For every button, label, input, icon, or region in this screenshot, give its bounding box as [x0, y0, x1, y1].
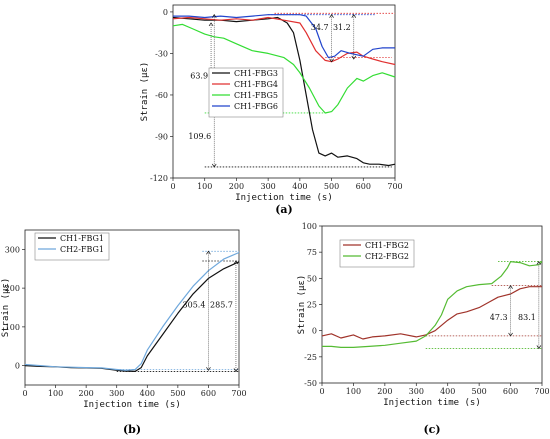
- y-tick-label: 50: [307, 274, 317, 283]
- arrowhead: [233, 260, 239, 265]
- series-line-ch1-fbg5: [172, 23, 396, 114]
- panel-caption: (c): [423, 423, 440, 436]
- x-tick-label: 600: [201, 389, 216, 398]
- annotation-label: 83.1: [518, 313, 536, 322]
- y-axis-label: Strain (με): [297, 275, 307, 335]
- arrowhead: [211, 14, 217, 18]
- y-tick-label: 25: [307, 301, 317, 310]
- x-axis-label: Injection time (s): [383, 398, 481, 408]
- x-tick-label: 500: [170, 389, 185, 398]
- legend-box: [208, 67, 284, 118]
- annotation-label: 109.6: [188, 132, 211, 141]
- chart-c: 0 100 200 300 400 500 600 700 -50 -25 0 25 50 75 100 In…: [297, 222, 550, 436]
- x-tick-label: 600: [356, 182, 371, 191]
- y-tick-label: 100: [5, 323, 20, 332]
- x-tick-label: 300: [409, 387, 424, 396]
- chart-b: 0 100 200 300 400 500 600 700 0 100 200 300 Injectio…: [1, 229, 247, 436]
- x-tick-label: 400: [440, 387, 455, 396]
- y-tick-label: -120: [150, 174, 168, 183]
- series-line-ch1-fbg1: [24, 261, 240, 372]
- y-axis-label: Strain (με): [140, 62, 150, 122]
- legend-label: CH1-FBG5: [234, 91, 278, 100]
- y-tick-label: -25: [304, 353, 317, 362]
- arrowhead: [351, 55, 357, 60]
- y-tick-label: 75: [307, 248, 317, 257]
- x-tick-label: 700: [387, 182, 402, 191]
- arrowhead: [206, 367, 211, 371]
- x-tick-label: 700: [231, 389, 246, 398]
- y-tick-label: 0: [312, 327, 317, 336]
- y-axis-label: Strain (με): [1, 278, 11, 338]
- arrowhead: [536, 260, 542, 265]
- arrowhead: [211, 163, 217, 168]
- plot-frame: [172, 4, 396, 179]
- legend-label: CH2-FBG2: [365, 252, 409, 261]
- x-tick-label: 200: [229, 182, 244, 191]
- y-tick-label: 100: [302, 222, 317, 231]
- series-line-ch2-fbg2: [322, 261, 543, 348]
- legend-label: CH1-FBG3: [234, 69, 278, 78]
- x-tick-label: 200: [377, 387, 392, 396]
- x-tick-label: 700: [534, 387, 549, 396]
- arrowhead: [536, 345, 542, 350]
- arrowhead: [208, 22, 214, 27]
- x-tick-label: 600: [503, 387, 518, 396]
- arrowhead: [508, 332, 513, 337]
- chart-a: 0 100 200 300 400 500 600 700 0 -30 -60 -90 -120 Inje…: [140, 4, 403, 216]
- series-line-ch1-fbg6: [173, 14, 395, 59]
- x-axis-label: Injection time (s): [235, 193, 333, 203]
- plot-frame: [24, 229, 240, 386]
- x-tick-label: 100: [48, 389, 63, 398]
- x-tick-label: 400: [292, 182, 307, 191]
- arrowhead: [508, 285, 513, 289]
- arrowhead: [329, 14, 334, 18]
- annotation-label: 285.7: [210, 301, 233, 310]
- y-tick-label: 300: [5, 245, 20, 254]
- series-line-ch1-fbg3: [172, 16, 396, 167]
- x-tick-label: 400: [140, 389, 155, 398]
- x-tick-label: 100: [197, 182, 212, 191]
- arrowhead: [206, 250, 211, 255]
- x-tick-label: 0: [170, 182, 175, 191]
- arrowhead: [233, 368, 239, 373]
- series-line-ch2-fbg1: [24, 251, 240, 371]
- panel-caption: (a): [275, 203, 293, 216]
- x-tick-label: 500: [324, 182, 339, 191]
- x-tick-label: 300: [109, 389, 124, 398]
- x-tick-label: 500: [472, 387, 487, 396]
- y-tick-label: -90: [155, 132, 168, 141]
- arrowhead: [351, 14, 357, 18]
- x-tick-label: 0: [319, 387, 324, 396]
- legend-label: CH1-FBG6: [234, 102, 278, 111]
- arrowhead: [329, 58, 334, 63]
- annotation-label: 31.2: [333, 23, 351, 32]
- legend-label: CH1-FBG2: [365, 241, 409, 250]
- legend-label: CH1-FBG4: [234, 80, 278, 89]
- y-tick-label: 0: [163, 8, 168, 17]
- y-tick-label: -60: [155, 91, 168, 100]
- annotation-label: 47.3: [490, 313, 508, 322]
- annotation-label: 34.7: [311, 23, 329, 32]
- annotation-label: 305.4: [183, 301, 206, 310]
- y-tick-label: 0: [15, 362, 20, 371]
- x-tick-label: 200: [79, 389, 94, 398]
- y-tick-label: 200: [5, 284, 20, 293]
- annotation-label: 63.9: [190, 71, 208, 80]
- legend-label: CH1-FBG1: [60, 234, 104, 243]
- x-tick-label: 300: [261, 182, 276, 191]
- legend-label: CH2-FBG1: [60, 245, 104, 254]
- y-tick-label: -30: [155, 49, 168, 58]
- x-axis-label: Injection time (s): [83, 400, 181, 410]
- y-tick-label: -50: [304, 379, 317, 388]
- x-tick-label: 100: [346, 387, 361, 396]
- x-tick-label: 0: [22, 389, 27, 398]
- series-line-ch1-fbg2: [321, 286, 542, 340]
- panel-caption: (b): [123, 423, 141, 436]
